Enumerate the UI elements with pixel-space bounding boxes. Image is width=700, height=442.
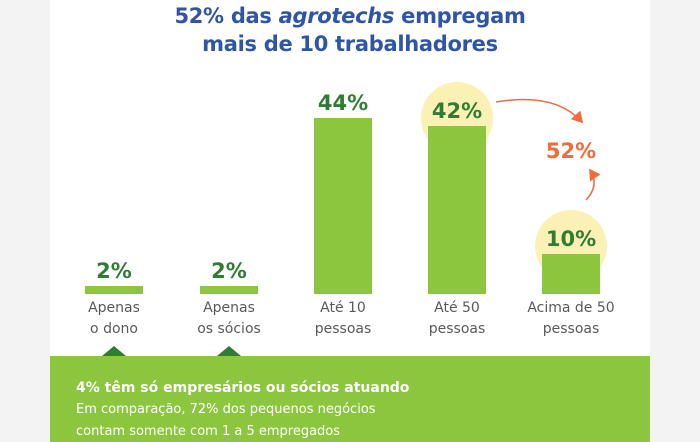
data-label-4: 10%	[546, 227, 596, 251]
category-label-line: Acima de 50	[527, 300, 615, 316]
category-label-3: Até 50 pessoas	[402, 298, 512, 340]
category-label-4: Acima de 50 pessoas	[516, 298, 626, 340]
chart-title-line1: 52% das agrotechs empregam	[174, 4, 526, 28]
arrow-from-42	[495, 98, 584, 124]
title-italic-word: agrotechs	[278, 4, 395, 28]
category-label-line: o dono	[90, 321, 138, 337]
category-label-line: os sócios	[197, 321, 261, 337]
category-label-line: pessoas	[314, 321, 372, 337]
data-label-0: 2%	[96, 259, 132, 283]
bar-3	[428, 126, 486, 294]
data-label-2: 44%	[318, 91, 368, 115]
category-label-0: Apenas o dono	[59, 298, 169, 340]
summary-line-1: Em comparação, 72% dos pequenos negócios	[76, 402, 376, 417]
summary-line-2: contam somente com 1 a 5 empregados	[76, 424, 341, 439]
category-label-line: Apenas	[88, 300, 140, 316]
bar-1	[200, 286, 258, 294]
annotation-52: 52%	[546, 139, 596, 163]
bar-4	[542, 254, 600, 294]
infographic-card: 52% das agrotechs empregam mais de 10 tr…	[50, 0, 650, 442]
category-label-1: Apenas os sócios	[174, 298, 284, 340]
data-label-1: 2%	[211, 259, 247, 283]
category-label-line: Até 10	[320, 300, 366, 316]
chart-title-line2: mais de 10 trabalhadores	[202, 32, 498, 56]
arrow-from-10	[585, 168, 601, 201]
category-label-2: Até 10 pessoas	[288, 298, 398, 340]
category-label-line: Até 50	[434, 300, 480, 316]
bar-2	[314, 118, 372, 294]
category-label-line: pessoas	[428, 321, 486, 337]
summary-headline: 4% têm só empresários ou sócios atuando	[76, 380, 410, 396]
pointer-triangle-0	[102, 346, 126, 356]
bar-chart: 2% 2% 44% 42% 10% 52%	[85, 82, 607, 356]
category-label-line: Apenas	[203, 300, 255, 316]
category-label-line: pessoas	[542, 321, 600, 337]
pointer-triangle-1	[217, 346, 241, 356]
summary-band: 4% têm só empresários ou sócios atuando …	[50, 356, 650, 442]
bar-0	[85, 286, 143, 294]
data-label-3: 42%	[432, 99, 482, 123]
